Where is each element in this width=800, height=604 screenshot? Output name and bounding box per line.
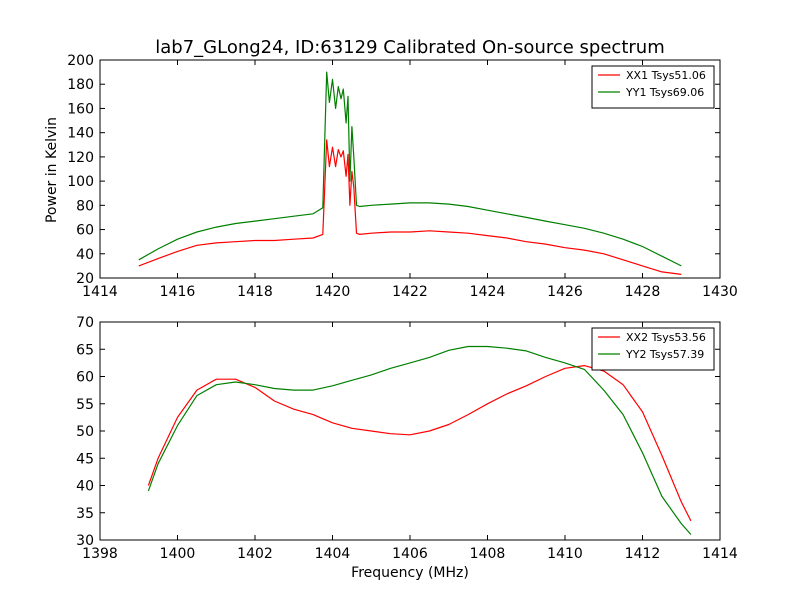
x-tick-label-1-2: 1418 [237,284,273,300]
x-tick-label-1-4: 1422 [392,284,428,300]
legend-box-1 [591,65,715,109]
y-tick-label-1-3: 80 [76,198,94,214]
y-tick-label-2-1: 35 [76,506,94,522]
series-line-1-1 [138,139,682,275]
x-tick-label-2-1: 1400 [160,546,196,562]
x-tick-label-2-2: 1402 [237,546,273,562]
x-tick-label-1-0: 1414 [82,284,118,300]
x-tick-label-2-6: 1410 [547,546,583,562]
y-tick-label-2-3: 45 [76,451,94,467]
y-tick-label-2-6: 60 [76,370,94,386]
series-line-1-2 [138,71,682,267]
x-tick-label-1-8: 1430 [702,284,738,300]
y-tick-label-1-8: 180 [67,77,94,93]
y-tick-label-2-4: 50 [76,424,94,440]
x-tick-label-1-3: 1420 [315,284,351,300]
x-axis-label: Frequency (MHz) [351,565,469,581]
y-tick-label-1-2: 60 [76,223,94,239]
x-tick-label-1-5: 1424 [470,284,506,300]
panel-1: 1414 1416 1418 1420 1422 1424 1426 1428 1430 20 40… [67,53,738,300]
x-tick-label-2-4: 1406 [392,546,428,562]
series-line-2-2 [147,345,692,535]
legend-label-2-1: XX2 Tsys53.56 [626,331,706,344]
y-tick-label-1-1: 40 [76,247,94,263]
panels: 1414 1416 1418 1420 1422 1424 1426 1428 1430 20 40… [67,53,738,562]
x-tick-label-1-6: 1426 [547,284,583,300]
x-tick-label-1-1: 1416 [160,284,196,300]
x-tick-label-1-7: 1428 [625,284,661,300]
x-tick-label-2-7: 1412 [625,546,661,562]
y-tick-label-2-5: 55 [76,397,94,413]
y-tick-label-1-9: 200 [67,53,94,69]
y-axis-label: Power in Kelvin [44,117,60,223]
y-tick-label-2-7: 65 [76,342,94,358]
panel-2: 1398 1400 1402 1404 1406 1408 1410 1412 1414 30 35… [76,315,738,562]
y-tick-label-1-4: 100 [67,174,94,190]
y-tick-label-1-0: 20 [76,271,94,287]
x-tick-label-2-8: 1414 [702,546,738,562]
series-line-2-1 [147,365,692,522]
legend-label-1-1: XX1 Tsys51.06 [626,69,706,82]
y-tick-label-1-6: 140 [67,126,94,142]
y-tick-label-2-2: 40 [76,479,94,495]
y-tick-label-2-0: 30 [76,533,94,549]
x-tick-label-2-0: 1398 [82,546,118,562]
y-tick-label-1-5: 120 [67,150,94,166]
x-tick-label-2-3: 1404 [315,546,351,562]
chart-title: lab7_GLong24, ID:63129 Calibrated On-sou… [155,37,664,58]
y-tick-label-1-7: 160 [67,101,94,117]
legend-box-2 [591,327,715,371]
legend-label-2-2: YY2 Tsys57.39 [625,348,704,361]
legend-label-1-2: YY1 Tsys69.06 [625,86,704,99]
y-tick-label-2-8: 70 [76,315,94,331]
x-tick-label-2-5: 1408 [470,546,506,562]
